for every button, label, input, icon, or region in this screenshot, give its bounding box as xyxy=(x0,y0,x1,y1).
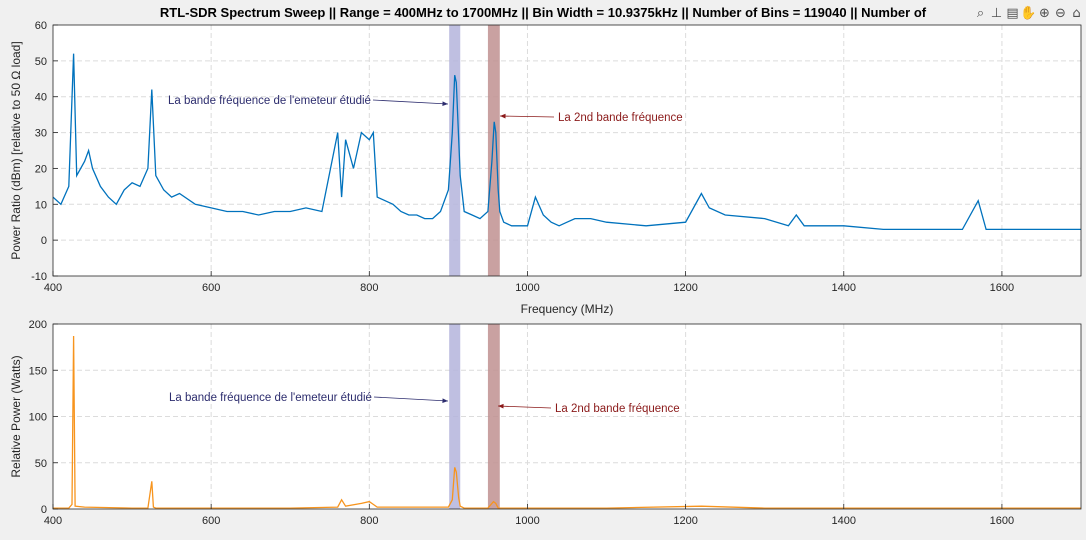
annotation-primary-bottom: La bande fréquence de l'emeteur étudié xyxy=(169,392,372,404)
top-y-tick-label: -10 xyxy=(31,271,47,283)
bottom-y-tick-label: 150 xyxy=(29,365,47,377)
bottom-x-tick-label: 1200 xyxy=(673,515,697,527)
restore-view-icon[interactable]: ⌂ xyxy=(1069,5,1084,22)
top-y-tick-label: 20 xyxy=(35,163,47,175)
bottom-y-axis-label: Relative Power (Watts) xyxy=(9,355,23,477)
axes-toolbar: ⌕ ⊥ ▤ ✋ ⊕ ⊖ ⌂ xyxy=(969,3,1084,23)
top-x-axis-label: Frequency (MHz) xyxy=(521,302,614,316)
bottom-x-tick-label: 1000 xyxy=(515,515,539,527)
brush-icon[interactable]: ⌕ xyxy=(973,5,988,22)
top-y-tick-label: 50 xyxy=(35,56,47,68)
bottom-y-tick-label: 50 xyxy=(35,458,47,470)
zoom-in-icon[interactable]: ⊕ xyxy=(1037,5,1052,22)
pan-icon[interactable]: ✋ xyxy=(1021,5,1036,22)
figure-title: RTL-SDR Spectrum Sweep || Range = 400MHz… xyxy=(160,5,927,20)
annotation-primary-top: La bande fréquence de l'emeteur étudié xyxy=(168,95,371,107)
legend-icon[interactable]: ▤ xyxy=(1005,5,1020,22)
bottom-x-tick-label: 1600 xyxy=(990,515,1014,527)
top-axes: 400 600 800 1000 1200 1400 1600 -10 0 10 20 30 40 50 6… xyxy=(9,20,1081,316)
top-y-tick-label: 0 xyxy=(41,235,47,247)
bottom-x-tick-label: 600 xyxy=(202,515,220,527)
bottom-y-tick-label: 100 xyxy=(29,412,47,424)
top-x-tick-label: 1600 xyxy=(990,282,1014,294)
top-x-tick-label: 800 xyxy=(360,282,378,294)
annotation-secondary-top: La 2nd bande fréquence xyxy=(558,112,683,124)
data-tips-icon[interactable]: ⊥ xyxy=(989,5,1004,22)
top-x-tick-label: 600 xyxy=(202,282,220,294)
bottom-y-tick-label: 0 xyxy=(41,504,47,516)
band-primary-bottom xyxy=(449,324,460,509)
band-secondary-bottom xyxy=(488,324,500,509)
top-y-axis-label: Power Ratio (dBm) [relative to 50 Ω load… xyxy=(9,41,23,259)
top-x-tick-label: 400 xyxy=(44,282,62,294)
top-y-tick-label: 40 xyxy=(35,92,47,104)
bottom-x-tick-label: 800 xyxy=(360,515,378,527)
annotation-secondary-bottom: La 2nd bande fréquence xyxy=(555,403,680,415)
top-y-tick-label: 10 xyxy=(35,199,47,211)
bottom-y-tick-label: 200 xyxy=(29,319,47,331)
top-x-tick-label: 1400 xyxy=(832,282,856,294)
zoom-out-icon[interactable]: ⊖ xyxy=(1053,5,1068,22)
top-x-tick-label: 1200 xyxy=(673,282,697,294)
bottom-axes: 4006008001000120014001600050100150200Fre… xyxy=(9,319,1081,535)
bottom-x-tick-label: 400 xyxy=(44,515,62,527)
band-secondary-top xyxy=(488,25,500,276)
bottom-x-tick-label: 1400 xyxy=(832,515,856,527)
top-x-tick-label: 1000 xyxy=(515,282,539,294)
top-y-tick-label: 30 xyxy=(35,128,47,140)
top-y-tick-label: 60 xyxy=(35,20,47,32)
top-plot-area xyxy=(53,25,1081,276)
